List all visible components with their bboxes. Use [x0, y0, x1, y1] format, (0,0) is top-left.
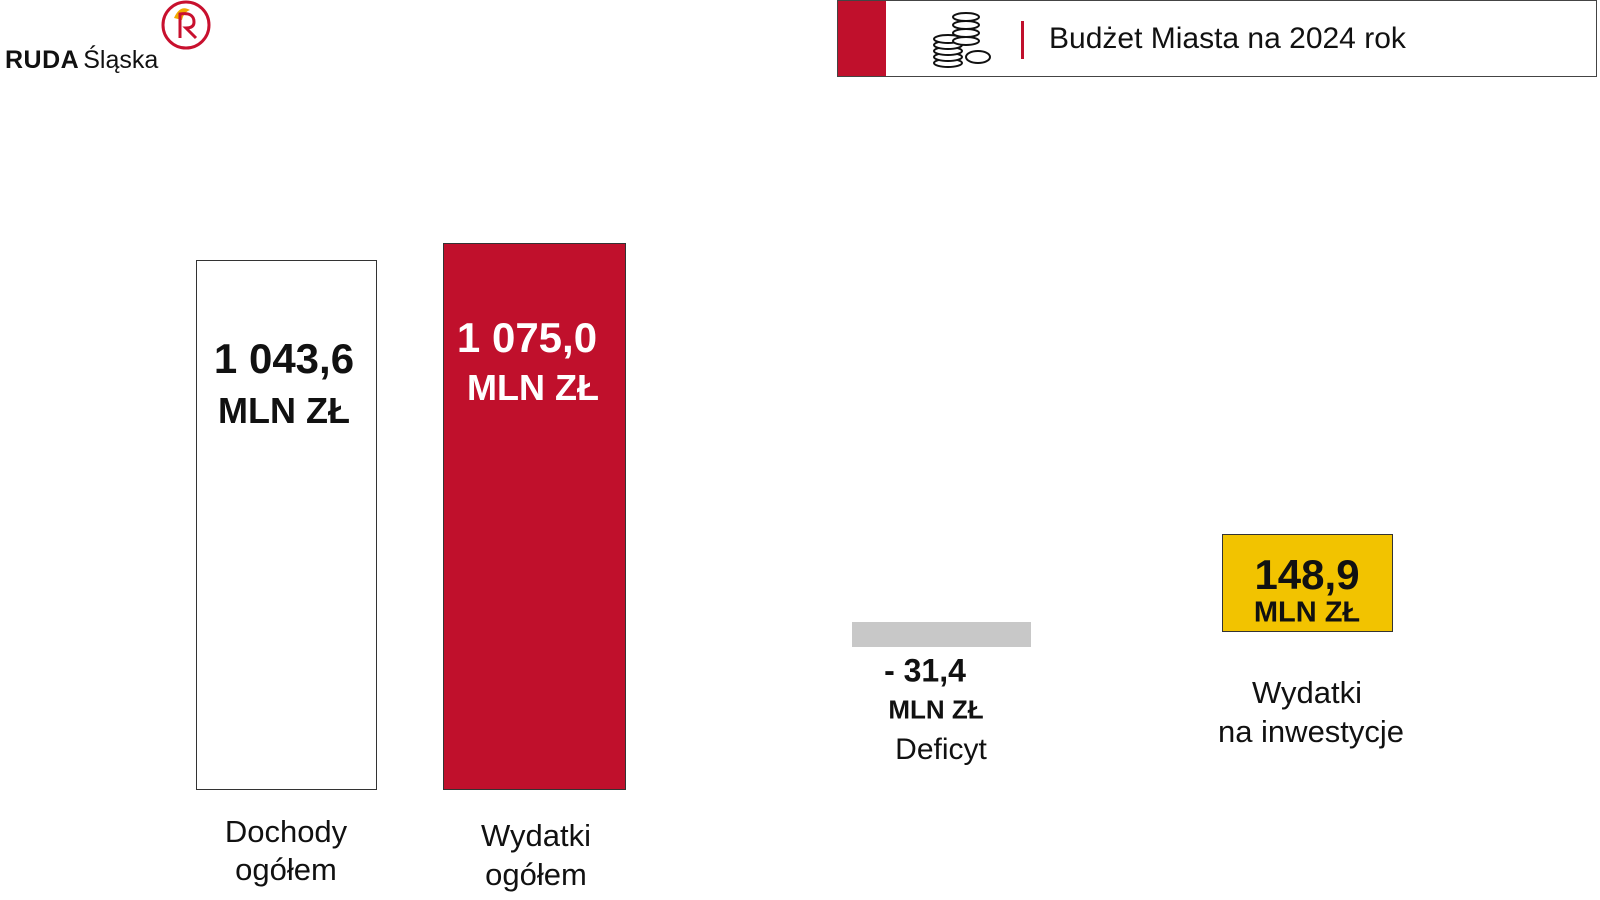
- income-unit: MLN ZŁ: [218, 390, 350, 431]
- logo-brand: RUDA: [5, 46, 80, 74]
- logo-text: RUDA Śląska: [5, 46, 158, 75]
- header-separator: [1021, 21, 1024, 59]
- header-accent: [838, 1, 886, 76]
- logo-r: [178, 12, 198, 40]
- logo-sub: Śląska: [83, 46, 159, 74]
- expense-label: Wydatki: [481, 818, 591, 853]
- deficit-value: - 31,4: [884, 652, 966, 689]
- income-label: ogółem: [235, 852, 337, 887]
- deficit-label: Deficyt: [895, 733, 987, 766]
- deficit-bar: [852, 622, 1031, 647]
- expense-bar: [443, 243, 626, 790]
- investment-unit: MLN ZŁ: [1253, 596, 1361, 629]
- income-value: 1 043,6: [213, 335, 355, 382]
- header-title: Budżet Miasta na 2024 rok: [1049, 22, 1406, 55]
- logo-ring: [161, 0, 211, 50]
- coins-icon: [933, 12, 991, 68]
- expense-unit: MLN ZŁ: [467, 367, 599, 408]
- logo-mark: [161, 0, 211, 50]
- investment-label: na inwestycje: [1217, 714, 1405, 749]
- deficit-unit: MLN ZŁ: [888, 694, 984, 725]
- expense-label: ogółem: [485, 857, 587, 892]
- expense-value: 1 075,0: [456, 314, 598, 361]
- header-box: Budżet Miasta na 2024 rok: [837, 0, 1597, 77]
- income-label: Dochody: [224, 814, 348, 849]
- investment-box: [1222, 534, 1393, 632]
- income-bar: [196, 260, 377, 790]
- investment-label: Wydatki: [1252, 675, 1362, 710]
- investment-value: 148,9: [1254, 551, 1360, 598]
